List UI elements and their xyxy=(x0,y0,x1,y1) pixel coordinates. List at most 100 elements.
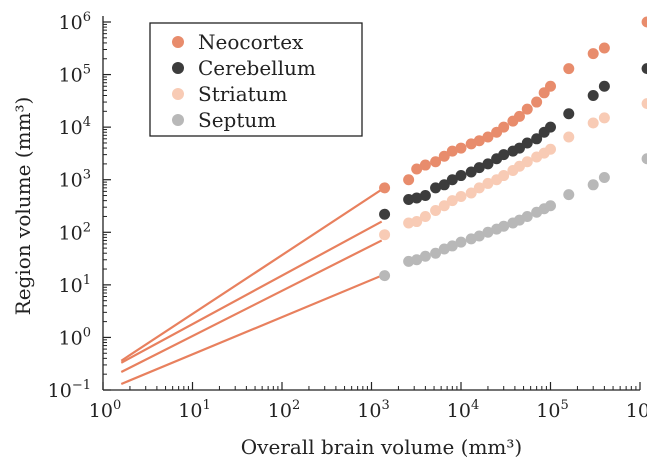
point-neocortex xyxy=(403,174,415,186)
legend-label-cerebellum: Cerebellum xyxy=(198,56,316,80)
point-striatum xyxy=(482,177,494,189)
fit-line-striatum xyxy=(120,239,383,373)
point-neocortex xyxy=(641,16,647,28)
x-tick-label: 106 xyxy=(626,398,647,422)
point-neocortex xyxy=(498,121,510,133)
y-tick-label: 105 xyxy=(59,63,91,87)
x-tick-label: 102 xyxy=(268,398,300,422)
point-septum xyxy=(473,230,485,242)
point-cerebellum xyxy=(455,170,467,182)
point-cerebellum xyxy=(545,121,556,133)
point-cerebellum xyxy=(531,133,543,145)
point-neocortex xyxy=(545,80,556,92)
point-cerebellum xyxy=(598,80,610,92)
point-striatum xyxy=(430,204,442,216)
axis-ticks xyxy=(102,21,641,391)
point-neocortex xyxy=(587,48,599,60)
point-cerebellum xyxy=(587,89,599,101)
legend-marker-septum xyxy=(172,114,184,126)
x-axis-title: Overall brain volume (mm³) xyxy=(241,435,522,459)
point-septum xyxy=(411,254,423,266)
point-striatum xyxy=(455,190,467,202)
point-neocortex xyxy=(379,182,391,194)
point-striatum xyxy=(545,143,556,155)
point-cerebellum xyxy=(411,192,423,204)
point-striatum xyxy=(446,195,458,207)
y-tick-label: 10−1 xyxy=(48,378,91,402)
point-cerebellum xyxy=(465,166,477,178)
x-tick-label: 101 xyxy=(178,398,210,422)
legend-marker-cerebellum xyxy=(172,62,184,74)
point-cerebellum xyxy=(430,182,442,194)
point-cerebellum xyxy=(482,158,494,170)
x-tick-label: 103 xyxy=(357,398,389,422)
point-cerebellum xyxy=(641,63,647,75)
point-septum xyxy=(587,179,599,191)
point-septum xyxy=(641,153,647,165)
point-cerebellum xyxy=(498,149,510,161)
point-striatum xyxy=(411,216,423,228)
fit-line-neocortex xyxy=(120,188,383,362)
point-neocortex xyxy=(419,159,431,171)
point-striatum xyxy=(641,98,647,110)
point-neocortex xyxy=(531,96,543,108)
fit-line-cerebellum xyxy=(120,220,383,364)
legend-label-striatum: Striatum xyxy=(198,82,288,106)
legend-label-septum: Septum xyxy=(198,108,276,132)
point-striatum xyxy=(465,187,477,199)
point-striatum xyxy=(473,182,485,194)
legend-label-neocortex: Neocortex xyxy=(198,30,304,54)
point-septum xyxy=(563,189,575,201)
point-septum xyxy=(482,226,494,238)
point-neocortex xyxy=(446,145,458,157)
y-tick-label: 103 xyxy=(59,168,91,192)
point-septum xyxy=(419,250,431,262)
point-cerebellum xyxy=(446,174,458,186)
point-striatum xyxy=(438,200,450,212)
point-septum xyxy=(498,220,510,232)
point-neocortex xyxy=(455,142,467,154)
fit-lines xyxy=(120,188,383,386)
point-neocortex xyxy=(482,131,494,143)
point-septum xyxy=(598,172,610,184)
point-cerebellum xyxy=(473,162,485,174)
point-striatum xyxy=(419,210,431,222)
point-septum xyxy=(446,240,458,252)
data-points xyxy=(379,16,647,282)
fit-line-septum xyxy=(120,274,383,386)
y-tick-label: 104 xyxy=(59,115,91,139)
point-neocortex xyxy=(430,156,442,168)
y-tick-label: 100 xyxy=(59,325,91,349)
legend-marker-neocortex xyxy=(172,36,184,48)
point-striatum xyxy=(521,156,533,168)
point-cerebellum xyxy=(419,190,431,202)
x-tick-label: 100 xyxy=(89,398,121,422)
point-neocortex xyxy=(411,163,423,175)
y-axis-title: Region volume (mm³) xyxy=(11,97,35,316)
point-cerebellum xyxy=(379,208,391,220)
point-cerebellum xyxy=(521,137,533,149)
x-tick-label: 105 xyxy=(536,398,568,422)
legend-marker-striatum xyxy=(172,88,184,100)
point-septum xyxy=(379,270,391,282)
tick-labels: 10010110210310410510610−1100101102103104… xyxy=(48,10,647,422)
point-septum xyxy=(521,210,533,222)
point-cerebellum xyxy=(563,108,575,120)
y-tick-label: 101 xyxy=(59,273,91,297)
point-striatum xyxy=(563,131,575,143)
point-neocortex xyxy=(598,42,610,54)
point-neocortex xyxy=(521,103,533,115)
y-tick-label: 102 xyxy=(59,220,91,244)
point-neocortex xyxy=(438,150,450,162)
y-tick-label: 106 xyxy=(59,10,91,34)
point-striatum xyxy=(498,170,510,182)
point-neocortex xyxy=(473,135,485,147)
point-septum xyxy=(455,236,467,248)
legend-box xyxy=(149,22,363,137)
point-neocortex xyxy=(563,63,575,75)
point-striatum xyxy=(379,229,391,241)
point-striatum xyxy=(587,117,599,129)
point-neocortex xyxy=(513,110,525,122)
